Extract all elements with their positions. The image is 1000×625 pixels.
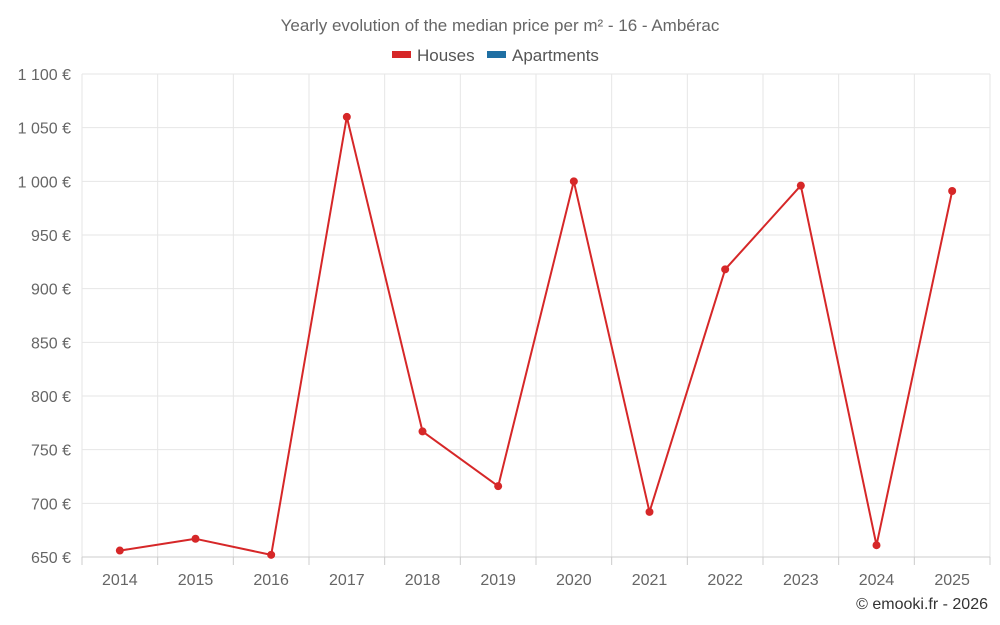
series-line-houses[interactable] [119,115,954,556]
chart-title: Yearly evolution of the median price per… [281,16,720,35]
grid [81,73,991,558]
data-point-houses-2020[interactable] [569,177,578,186]
data-point-houses-2023[interactable] [796,181,805,190]
x-tick-label: 2015 [178,572,214,589]
data-point-houses-2019[interactable] [494,482,503,491]
legend: Houses Apartments [392,46,599,65]
y-tick-label: 900 € [31,282,71,299]
x-axis: 2014 2015 2016 2017 2018 2019 2020 2021 2022 2023… [81,556,991,589]
y-tick-label: 1 100 € [18,67,71,84]
data-point-houses-2025[interactable] [948,186,957,195]
credit-text: © emooki.fr - 2026 [856,596,988,613]
data-point-houses-2017[interactable] [342,112,351,121]
x-tick-label: 2021 [632,572,668,589]
data-point-houses-2024[interactable] [872,541,881,550]
legend-swatch-houses[interactable] [392,51,411,58]
y-tick-label: 1 000 € [18,174,71,191]
data-point-houses-2015[interactable] [191,534,200,543]
y-axis: 650 € 700 € 750 € 800 € 850 € 900 € 950 € 1 000… [18,67,71,567]
legend-label-apartments[interactable]: Apartments [512,46,599,65]
x-tick-label: 2024 [859,572,895,589]
x-tick-label: 2018 [405,572,441,589]
y-tick-label: 800 € [31,389,71,406]
series-layer [115,112,957,559]
legend-swatch-apartments[interactable] [487,51,506,58]
x-tick-label: 2023 [783,572,819,589]
data-point-houses-2018[interactable] [418,427,427,436]
data-point-houses-2014[interactable] [115,546,124,555]
y-tick-label: 950 € [31,228,71,245]
data-point-houses-2021[interactable] [645,507,654,516]
legend-label-houses[interactable]: Houses [417,46,475,65]
x-tick-label: 2019 [480,572,516,589]
y-tick-label: 650 € [31,550,71,567]
y-tick-label: 700 € [31,496,71,513]
data-point-houses-2016[interactable] [267,550,276,559]
x-tick-label: 2025 [934,572,970,589]
y-tick-label: 1 050 € [18,121,71,138]
y-tick-label: 850 € [31,335,71,352]
y-tick-label: 750 € [31,443,71,460]
x-tick-label: 2022 [707,572,743,589]
x-tick-label: 2016 [253,572,289,589]
x-tick-label: 2014 [102,572,138,589]
x-tick-label: 2017 [329,572,365,589]
data-point-houses-2022[interactable] [721,265,730,274]
x-tick-label: 2020 [556,572,592,589]
